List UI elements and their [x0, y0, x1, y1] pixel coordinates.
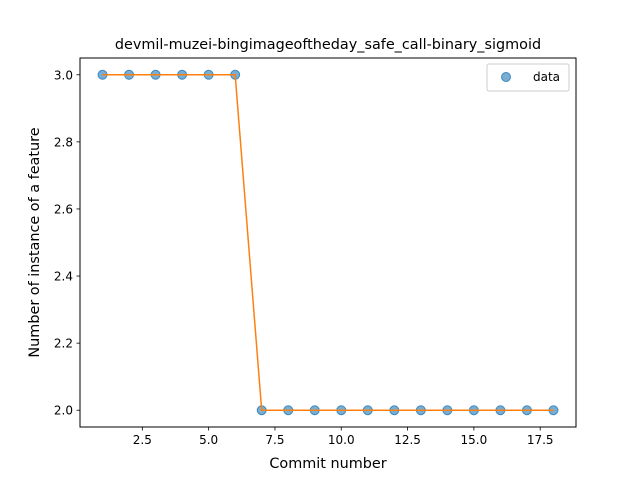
y-tick-label: 2.0	[54, 404, 73, 418]
x-tick-label: 2.5	[133, 433, 152, 447]
x-tick-label: 12.5	[394, 433, 421, 447]
x-axis: 2.5 5.0 7.5 10.0 12.5 15.0 17.5	[133, 427, 554, 447]
y-tick-label: 2.6	[54, 202, 73, 216]
x-tick-label: 7.5	[265, 433, 284, 447]
y-tick-label: 2.2	[54, 337, 73, 351]
y-tick-label: 3.0	[54, 68, 73, 82]
chart-title: devmil-muzei-bingimageoftheday_safe_call…	[115, 37, 541, 53]
x-tick-label: 15.0	[461, 433, 488, 447]
x-axis-label: Commit number	[269, 456, 386, 472]
axes-frame	[79, 57, 577, 428]
y-axis: 2.0 2.2 2.4 2.6 2.8 3.0	[54, 68, 80, 418]
y-tick-label: 2.8	[54, 135, 73, 149]
y-tick-label: 2.4	[54, 270, 73, 284]
legend-marker-data	[501, 72, 511, 82]
x-tick-label: 10.0	[328, 433, 355, 447]
fit-line	[102, 74, 554, 411]
x-tick-label: 5.0	[199, 433, 218, 447]
plot-area	[97, 69, 559, 416]
legend-box	[486, 63, 570, 92]
legend: data	[486, 63, 570, 92]
x-tick-label: 17.5	[527, 433, 554, 447]
y-axis-label: Number of instance of a feature	[27, 127, 43, 357]
legend-label-data: data	[533, 70, 560, 84]
